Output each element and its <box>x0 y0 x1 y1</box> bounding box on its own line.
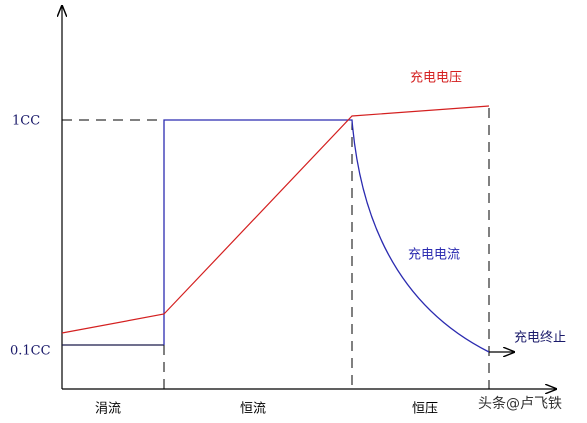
phase-label: 恒流 <box>240 402 266 417</box>
voltage-label: 充电电压 <box>410 70 462 86</box>
guides <box>62 108 490 389</box>
watermark: 头条@卢飞铁 <box>478 395 562 412</box>
y-label: 0.1CC <box>10 344 51 359</box>
current-curve <box>163 119 490 353</box>
current-label: 充电电流 <box>408 247 460 263</box>
y-label: 1CC <box>12 114 40 129</box>
phase-label: 涓流 <box>95 401 121 417</box>
termination-label: 充电终止 <box>514 330 566 346</box>
voltage-curve <box>61 105 490 334</box>
phase-label: 恒压 <box>412 402 438 417</box>
